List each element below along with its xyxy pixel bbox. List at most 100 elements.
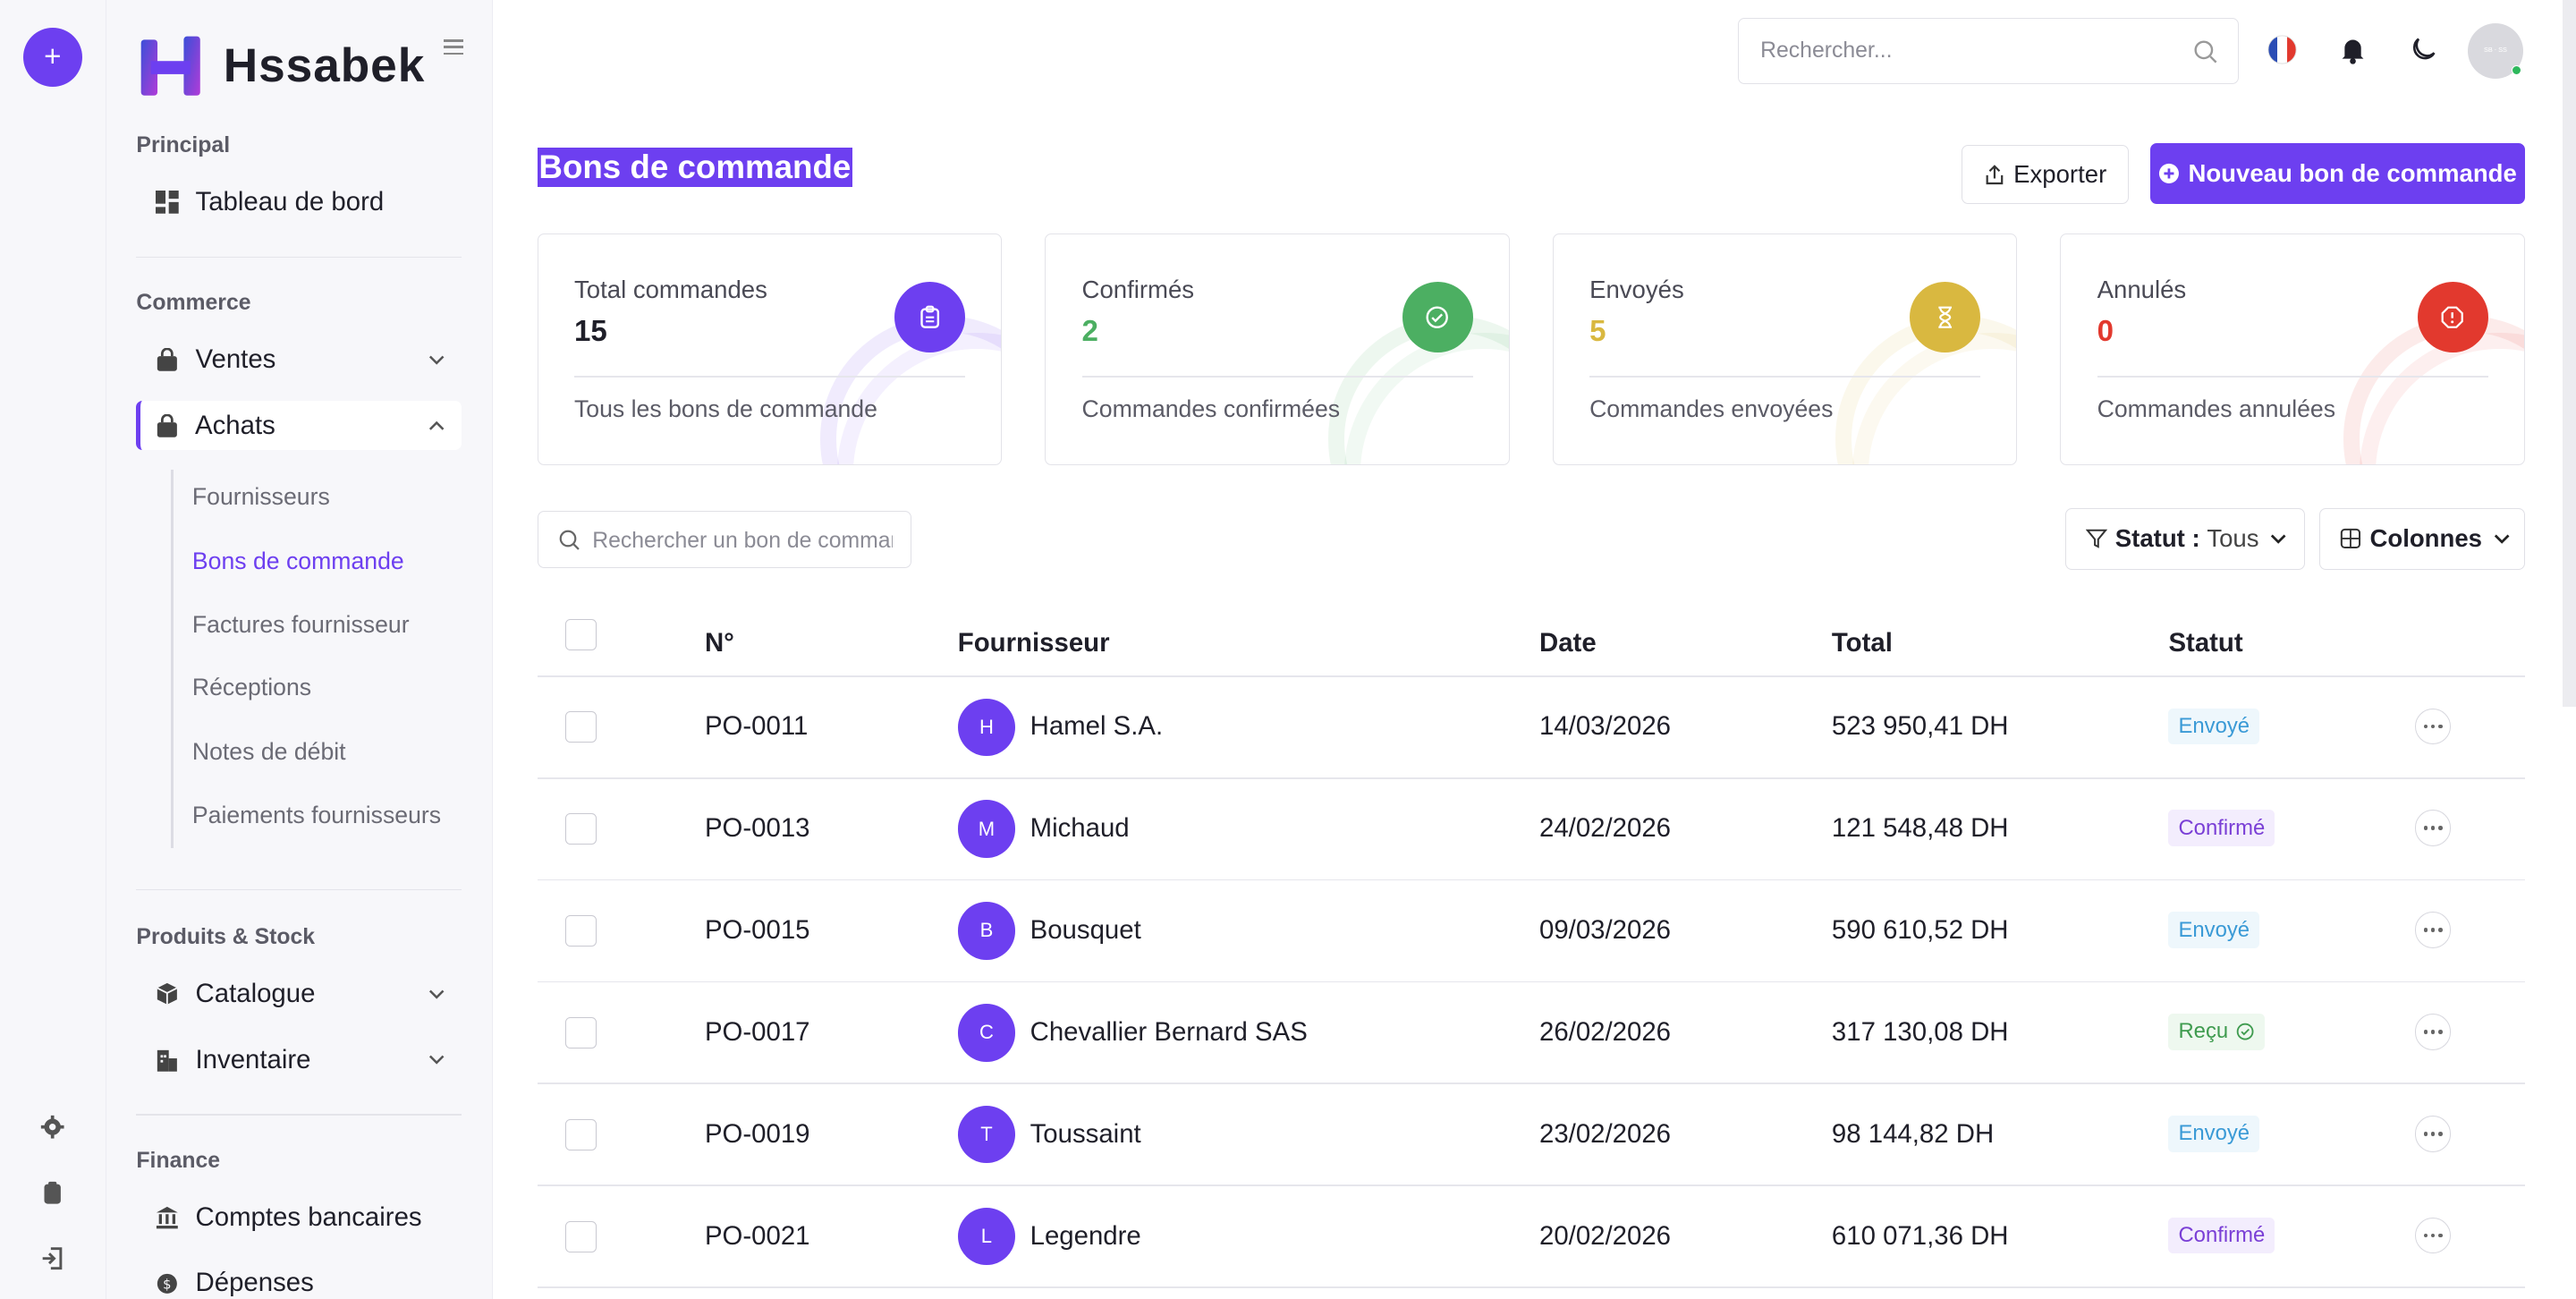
po-number[interactable]: PO-0011 xyxy=(704,711,809,742)
chevron-down-icon xyxy=(429,1056,445,1066)
sidebar-item-catalogue[interactable]: Catalogue xyxy=(136,970,462,1019)
sidebar-item-ventes[interactable]: Ventes xyxy=(136,335,462,385)
hssabek-logo-icon xyxy=(140,36,201,96)
submenu-item-bons-de-commande[interactable]: Bons de commande xyxy=(191,547,404,574)
column-header-number[interactable]: N° xyxy=(704,627,734,658)
po-number[interactable]: PO-0017 xyxy=(704,1016,810,1047)
supplier-name[interactable]: Michaud xyxy=(1030,813,1130,844)
collapse-menu-icon[interactable] xyxy=(443,39,463,55)
sidebar-item-label: Ventes xyxy=(195,344,276,375)
avatar-initials: SB ⋅ SS xyxy=(2483,46,2507,55)
column-header-status[interactable]: Statut xyxy=(2168,627,2243,658)
row-actions-button[interactable] xyxy=(2414,708,2452,745)
status-filter-dropdown[interactable]: Statut : Tous xyxy=(2064,507,2305,571)
column-header-date[interactable]: Date xyxy=(1538,627,1597,658)
row-checkbox[interactable] xyxy=(564,1016,597,1049)
chevron-down-icon xyxy=(429,355,445,365)
stat-description: Tous les bons de commande xyxy=(574,395,877,422)
status-badge-label: Envoyé xyxy=(2178,1121,2250,1146)
order-total: 98 144,82 DH xyxy=(1831,1118,1995,1149)
brand-logo[interactable]: Hssabek xyxy=(138,33,425,98)
supplier-name[interactable]: Bousquet xyxy=(1030,915,1141,946)
status-badge-label: Confirmé xyxy=(2178,1223,2266,1248)
column-header-total[interactable]: Total xyxy=(1831,627,1893,658)
search-icon xyxy=(2194,40,2217,64)
new-purchase-order-button[interactable]: Nouveau bon de commande xyxy=(2150,142,2525,204)
sidebar-item-dashboard[interactable]: Tableau de bord xyxy=(136,177,462,226)
gear-icon[interactable] xyxy=(39,1114,65,1140)
sidebar-item-label: Tableau de bord xyxy=(195,186,385,216)
po-number[interactable]: PO-0013 xyxy=(704,813,810,844)
stat-value: 2 xyxy=(1081,314,1098,348)
purchase-order-search-input[interactable]: Rechercher un bon de commande xyxy=(537,511,912,569)
supplier-name[interactable]: Hamel S.A. xyxy=(1030,711,1164,742)
po-number[interactable]: PO-0021 xyxy=(704,1220,810,1251)
table-divider xyxy=(537,1082,2525,1085)
cube-icon xyxy=(157,983,178,1006)
check-circle-icon xyxy=(1402,282,1473,353)
select-all-checkbox[interactable] xyxy=(564,619,597,651)
moon-icon[interactable] xyxy=(2409,35,2438,64)
sidebar: Hssabek Principal Tableau de bord Commer… xyxy=(106,0,493,1299)
submenu-item-receptions[interactable]: Réceptions xyxy=(191,674,312,701)
plus-circle-icon xyxy=(2159,163,2180,183)
search-icon xyxy=(559,530,580,550)
order-date: 14/03/2026 xyxy=(1538,711,1672,742)
sidebar-item-achats[interactable]: Achats xyxy=(136,401,462,451)
sidebar-divider xyxy=(136,888,462,891)
row-actions-button[interactable] xyxy=(2414,1014,2452,1050)
status-badge: Reçu xyxy=(2168,1014,2265,1050)
po-number[interactable]: PO-0019 xyxy=(704,1118,810,1149)
quick-add-button[interactable]: + xyxy=(22,28,82,88)
logout-icon[interactable] xyxy=(39,1245,65,1271)
section-finance: Finance xyxy=(136,1148,221,1173)
row-actions-button[interactable] xyxy=(2414,912,2452,948)
sidebar-item-label: Dépenses xyxy=(195,1268,314,1298)
submenu-item-factures-fournisseur[interactable]: Factures fournisseur xyxy=(191,611,410,639)
supplier-name[interactable]: Chevallier Bernard SAS xyxy=(1030,1016,1308,1047)
status-badge: Confirmé xyxy=(2168,810,2275,846)
stat-value: 5 xyxy=(1589,314,1606,348)
row-checkbox[interactable] xyxy=(564,813,597,845)
clipboard-icon[interactable] xyxy=(39,1180,65,1206)
order-date: 09/03/2026 xyxy=(1538,915,1672,946)
sidebar-divider xyxy=(136,1114,462,1116)
supplier-avatar: T xyxy=(957,1106,1016,1164)
section-produits-stock: Produits & Stock xyxy=(136,925,316,950)
check-circle-icon xyxy=(2237,1023,2254,1040)
sidebar-item-label: Comptes bancaires xyxy=(195,1201,422,1232)
row-actions-button[interactable] xyxy=(2414,1116,2452,1152)
order-date: 20/02/2026 xyxy=(1538,1220,1672,1251)
section-principal: Principal xyxy=(136,132,231,157)
status-badge: Envoyé xyxy=(2168,912,2260,948)
row-checkbox[interactable] xyxy=(564,915,597,947)
row-checkbox[interactable] xyxy=(564,711,597,743)
user-avatar[interactable]: SB ⋅ SS xyxy=(2467,22,2524,80)
sidebar-item-comptes-bancaires[interactable]: Comptes bancaires xyxy=(136,1193,462,1242)
sidebar-item-inventaire[interactable]: Inventaire xyxy=(136,1035,462,1084)
row-actions-button[interactable] xyxy=(2414,810,2452,846)
submenu-item-paiements-fournisseurs[interactable]: Paiements fournisseurs xyxy=(191,802,442,829)
row-checkbox[interactable] xyxy=(564,1220,597,1252)
submenu-item-fournisseurs[interactable]: Fournisseurs xyxy=(191,482,330,510)
row-actions-button[interactable] xyxy=(2414,1217,2452,1254)
order-total: 590 610,52 DH xyxy=(1831,915,2009,946)
page-scrollbar[interactable] xyxy=(2563,0,2576,707)
row-checkbox[interactable] xyxy=(564,1118,597,1150)
bell-icon[interactable] xyxy=(2338,35,2368,64)
global-search-input[interactable]: Rechercher... xyxy=(1738,18,2240,84)
shopping-bag-icon xyxy=(157,413,177,437)
sidebar-item-depenses[interactable]: $ Dépenses xyxy=(136,1259,462,1299)
po-number[interactable]: PO-0015 xyxy=(704,915,810,946)
french-flag-icon[interactable] xyxy=(2267,35,2297,64)
stat-value: 0 xyxy=(2097,314,2114,348)
columns-dropdown[interactable]: Colonnes xyxy=(2319,507,2525,571)
submenu-item-notes-de-debit[interactable]: Notes de débit xyxy=(191,737,346,765)
chevron-down-icon xyxy=(2494,534,2510,545)
column-header-supplier[interactable]: Fournisseur xyxy=(957,627,1110,658)
supplier-name[interactable]: Legendre xyxy=(1030,1220,1141,1251)
search-placeholder: Rechercher... xyxy=(1760,38,1893,64)
supplier-name[interactable]: Toussaint xyxy=(1030,1118,1141,1149)
table-divider xyxy=(537,1286,2525,1288)
export-button[interactable]: Exporter xyxy=(1962,144,2130,204)
